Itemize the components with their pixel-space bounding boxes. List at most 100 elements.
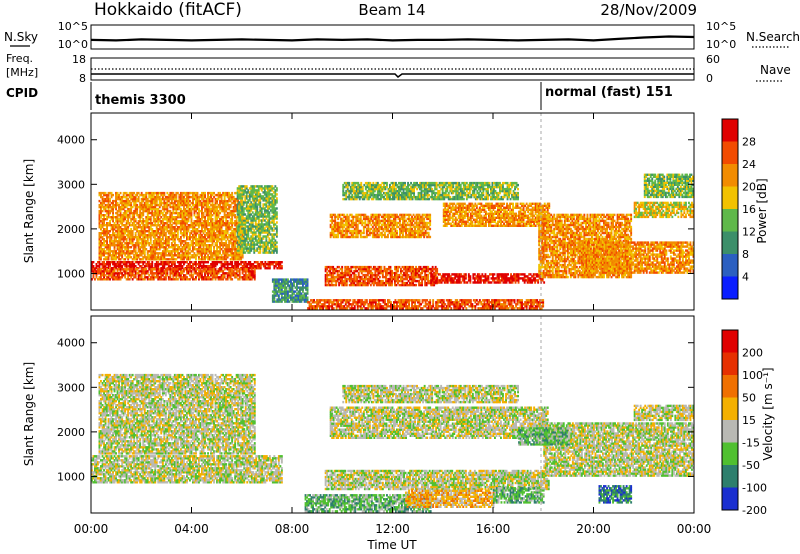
power-cell-band-2 [176, 234, 179, 237]
power-cell-band-2 [210, 220, 212, 223]
power-cell-band-2 [164, 250, 167, 253]
power-cell-band-1 [112, 268, 114, 271]
power-cell-band-2 [228, 205, 231, 209]
power-cell-band-2 [164, 214, 167, 217]
power-cell-band-2 [127, 258, 130, 261]
power-cell-band-2 [104, 224, 107, 227]
power-cell-band-2 [139, 258, 142, 261]
power-cell-band-2 [189, 199, 191, 203]
power-cell-band-2 [128, 254, 131, 257]
power-cell-band-0 [220, 263, 223, 266]
power-cell-band-2 [116, 248, 119, 251]
power-cell-band-0 [196, 263, 199, 266]
power-cell-band-2 [208, 209, 211, 213]
power-cell-band-2 [154, 197, 157, 201]
power-cell-band-2 [142, 248, 145, 251]
power-cell-band-2 [134, 193, 137, 197]
power-cell-band-2 [192, 256, 194, 259]
power-cell-band-2 [112, 214, 114, 217]
power-cell-band-2 [127, 226, 130, 229]
power-cell-band-2 [225, 258, 228, 261]
power-cell-band-0 [208, 265, 211, 268]
power-cell-band-2 [216, 199, 218, 203]
power-cell-band-2 [103, 240, 105, 243]
power-cell-band-2 [190, 205, 193, 209]
power-cell-band-2 [184, 209, 187, 213]
power-cell-band-1 [98, 268, 101, 271]
power-cell-band-2 [189, 226, 191, 229]
power-cell-band-2 [146, 209, 149, 213]
power-cell-band-2 [176, 228, 179, 231]
power-cell-band-2 [146, 250, 149, 253]
power-cell-band-2 [186, 226, 188, 229]
power-cell-band-5 [521, 299, 523, 302]
power-cell-band-2 [119, 222, 122, 225]
power-cell-band-1 [173, 278, 176, 281]
power-cell-band-2 [207, 236, 209, 239]
power-cell-band-2 [223, 199, 226, 203]
power-cell-band-2 [204, 224, 206, 227]
power-cell-band-1 [152, 276, 155, 279]
power-cell-band-0 [149, 263, 152, 266]
power-cell-band-2 [228, 211, 231, 215]
power-cell-band-2 [199, 193, 202, 197]
power-cell-band-2 [225, 232, 228, 235]
power-cell-band-2 [205, 250, 208, 253]
power-cell-band-2 [125, 209, 128, 213]
power-cell-band-2 [100, 191, 102, 195]
power-cell-band-2 [170, 230, 173, 233]
power-cell-band-2 [198, 246, 200, 249]
power-cell-band-2 [223, 201, 226, 205]
power-cell-band-2 [118, 256, 120, 259]
power-cell-band-1 [166, 272, 169, 275]
power-cell-band-2 [148, 244, 151, 247]
power-cell-band-2 [193, 195, 196, 199]
power-cell-band-2 [222, 218, 225, 221]
power-cell-band-0 [214, 265, 217, 268]
power-cell-band-2 [189, 224, 191, 227]
power-cell-band-2 [208, 236, 211, 239]
power-cell-band-2 [167, 197, 170, 201]
power-cell-band-2 [217, 240, 220, 243]
power-cell-band-2 [220, 197, 223, 201]
power-cell-band-2 [143, 240, 146, 243]
power-cell-band-0 [277, 267, 280, 270]
power-cell-band-2 [226, 203, 229, 207]
power-cell-band-2 [183, 224, 185, 227]
power-cell-band-2 [116, 214, 119, 217]
power-cell-band-2 [187, 209, 190, 213]
power-cell-band-2 [173, 211, 176, 215]
power-cell-band-2 [140, 230, 143, 233]
power-cell-band-2 [232, 211, 235, 215]
power-cell-band-2 [172, 197, 175, 201]
power-cell-band-2 [149, 226, 152, 229]
power-cell-band-1 [95, 276, 98, 279]
power-cell-band-2 [241, 236, 244, 239]
power-cell-band-2 [196, 232, 199, 235]
power-cell-band-0 [115, 265, 117, 268]
power-cell-band-2 [167, 220, 170, 223]
power-cell-band-0 [268, 263, 271, 266]
power-cell-band-2 [151, 224, 154, 227]
power-cell-band-2 [145, 248, 148, 251]
power-cell-band-3 [262, 237, 265, 240]
power-cell-band-2 [199, 242, 202, 245]
power-cell-band-2 [106, 236, 108, 239]
power-cell-band-2 [125, 205, 128, 209]
power-cell-band-1 [252, 270, 255, 273]
power-cell-band-2 [104, 191, 107, 195]
power-cell-band-1 [140, 278, 143, 281]
power-cell-band-2 [225, 216, 228, 219]
power-cell-band-2 [116, 230, 119, 233]
power-cell-band-2 [148, 228, 151, 231]
power-cell-band-2 [101, 226, 104, 229]
power-cell-band-2 [186, 220, 188, 223]
power-cell-band-1 [133, 270, 136, 273]
power-cell-band-2 [146, 236, 149, 239]
power-cell-band-2 [195, 256, 197, 259]
power-cell-band-1 [149, 268, 152, 271]
power-cell-band-2 [163, 234, 166, 237]
power-cell-band-2 [184, 256, 187, 259]
power-cell-band-2 [211, 242, 214, 245]
power-cell-band-2 [112, 193, 114, 197]
